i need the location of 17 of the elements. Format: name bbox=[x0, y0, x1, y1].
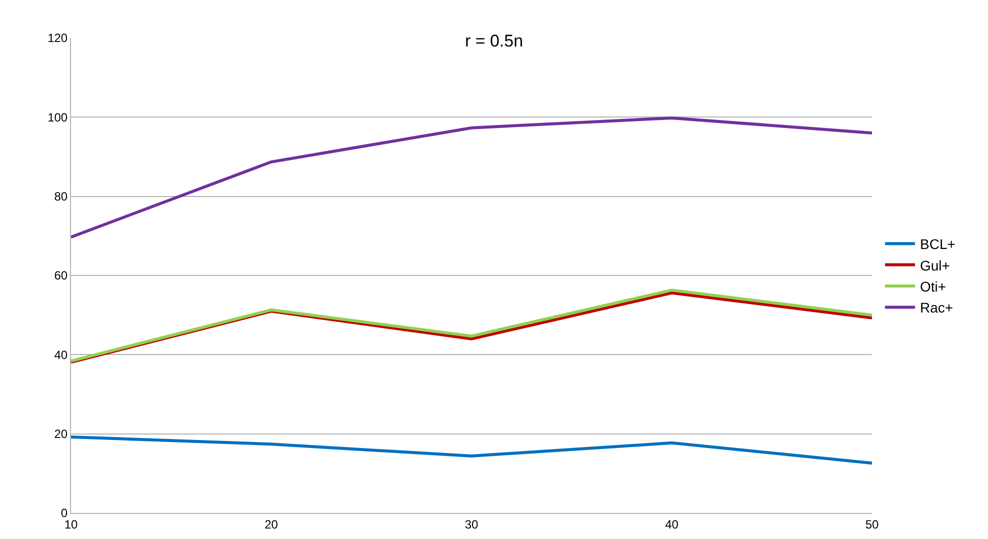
x-tick-label: 40 bbox=[665, 517, 679, 532]
legend-label: BCL+ bbox=[920, 236, 956, 252]
y-tick-label: 80 bbox=[54, 190, 68, 204]
x-tick-label: 30 bbox=[464, 517, 478, 532]
y-tick-label: 100 bbox=[48, 110, 68, 124]
y-tick-label: 20 bbox=[54, 427, 68, 442]
y-tick-label: 40 bbox=[54, 348, 68, 362]
legend-label: Oti+ bbox=[920, 278, 946, 294]
y-tick-label: 60 bbox=[54, 268, 68, 283]
legend-label: Rac+ bbox=[920, 300, 954, 316]
y-tick-label: 120 bbox=[48, 31, 68, 46]
legend-label: Gul+ bbox=[920, 257, 950, 274]
line-series bbox=[71, 116, 872, 239]
line-series bbox=[71, 436, 872, 465]
x-tick-label: 20 bbox=[264, 517, 278, 532]
chart-title: r = 0.5n bbox=[464, 31, 524, 50]
x-tick-label: 50 bbox=[865, 517, 879, 532]
